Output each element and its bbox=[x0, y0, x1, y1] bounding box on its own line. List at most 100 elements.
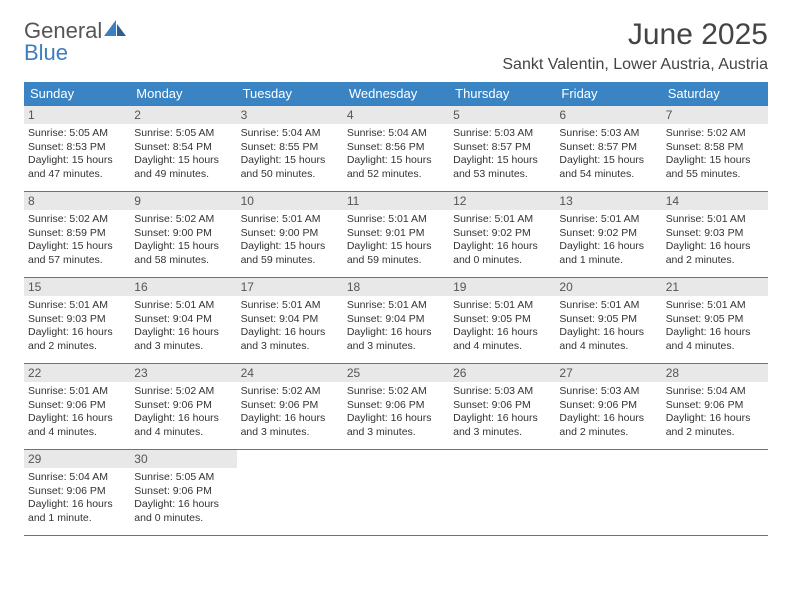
calendar-cell: 23Sunrise: 5:02 AMSunset: 9:06 PMDayligh… bbox=[130, 364, 236, 450]
sunrise-line: Sunrise: 5:01 AM bbox=[241, 213, 339, 227]
day-details: Sunrise: 5:02 AMSunset: 9:06 PMDaylight:… bbox=[241, 385, 339, 440]
weekday-header: Wednesday bbox=[343, 82, 449, 106]
sunset-line: Sunset: 9:00 PM bbox=[241, 227, 339, 241]
day-number: 28 bbox=[662, 364, 768, 382]
daylight-line: Daylight: 16 hours and 3 minutes. bbox=[134, 326, 232, 353]
sunrise-line: Sunrise: 5:04 AM bbox=[666, 385, 764, 399]
daylight-line: Daylight: 16 hours and 2 minutes. bbox=[666, 412, 764, 439]
calendar-cell: 2 Sunrise: 5:05 AMSunset: 8:54 PMDaylight… bbox=[130, 106, 236, 192]
title-block: June 2025 Sankt Valentin, Lower Austria,… bbox=[502, 18, 768, 74]
day-number: 2 bbox=[130, 106, 236, 124]
sunset-line: Sunset: 9:02 PM bbox=[453, 227, 551, 241]
logo: GeneralBlue bbox=[24, 18, 128, 64]
day-number: 7 bbox=[662, 106, 768, 124]
sunset-line: Sunset: 9:05 PM bbox=[666, 313, 764, 327]
daylight-line: Daylight: 16 hours and 2 minutes. bbox=[559, 412, 657, 439]
calendar-cell: 28Sunrise: 5:04 AMSunset: 9:06 PMDayligh… bbox=[662, 364, 768, 450]
day-details: Sunrise: 5:01 AMSunset: 9:05 PMDaylight:… bbox=[666, 299, 764, 354]
calendar-cell: 25Sunrise: 5:02 AMSunset: 9:06 PMDayligh… bbox=[343, 364, 449, 450]
sunrise-line: Sunrise: 5:02 AM bbox=[347, 385, 445, 399]
sunset-line: Sunset: 9:04 PM bbox=[241, 313, 339, 327]
sunrise-line: Sunrise: 5:05 AM bbox=[134, 127, 232, 141]
day-number: 1 bbox=[24, 106, 130, 124]
calendar-cell: 22Sunrise: 5:01 AMSunset: 9:06 PMDayligh… bbox=[24, 364, 130, 450]
day-number: 26 bbox=[449, 364, 555, 382]
sunset-line: Sunset: 8:53 PM bbox=[28, 141, 126, 155]
sunrise-line: Sunrise: 5:05 AM bbox=[134, 471, 232, 485]
day-details: Sunrise: 5:05 AMSunset: 8:53 PMDaylight:… bbox=[28, 127, 126, 182]
day-number: 4 bbox=[343, 106, 449, 124]
daylight-line: Daylight: 16 hours and 0 minutes. bbox=[453, 240, 551, 267]
calendar-cell: 12Sunrise: 5:01 AMSunset: 9:02 PMDayligh… bbox=[449, 192, 555, 278]
day-number: 30 bbox=[130, 450, 236, 468]
day-details: Sunrise: 5:01 AMSunset: 9:05 PMDaylight:… bbox=[453, 299, 551, 354]
daylight-line: Daylight: 15 hours and 49 minutes. bbox=[134, 154, 232, 181]
day-number: 13 bbox=[555, 192, 661, 210]
day-number: 14 bbox=[662, 192, 768, 210]
sunset-line: Sunset: 8:55 PM bbox=[241, 141, 339, 155]
weekday-header: Friday bbox=[555, 82, 661, 106]
calendar-cell: 6Sunrise: 5:03 AMSunset: 8:57 PMDaylight… bbox=[555, 106, 661, 192]
sunset-line: Sunset: 8:57 PM bbox=[559, 141, 657, 155]
calendar-cell: 20Sunrise: 5:01 AMSunset: 9:05 PMDayligh… bbox=[555, 278, 661, 364]
sunrise-line: Sunrise: 5:04 AM bbox=[347, 127, 445, 141]
weekday-header-row: SundayMondayTuesdayWednesdayThursdayFrid… bbox=[24, 82, 768, 106]
day-details: Sunrise: 5:02 AMSunset: 9:06 PMDaylight:… bbox=[134, 385, 232, 440]
day-number: 10 bbox=[237, 192, 343, 210]
calendar-cell bbox=[237, 450, 343, 536]
day-number: 17 bbox=[237, 278, 343, 296]
daylight-line: Daylight: 15 hours and 54 minutes. bbox=[559, 154, 657, 181]
day-details: Sunrise: 5:04 AMSunset: 8:56 PMDaylight:… bbox=[347, 127, 445, 182]
day-number: 29 bbox=[24, 450, 130, 468]
sunrise-line: Sunrise: 5:05 AM bbox=[28, 127, 126, 141]
logo-text: GeneralBlue bbox=[24, 18, 128, 64]
day-details: Sunrise: 5:02 AMSunset: 9:00 PMDaylight:… bbox=[134, 213, 232, 268]
calendar-cell: 8Sunrise: 5:02 AMSunset: 8:59 PMDaylight… bbox=[24, 192, 130, 278]
sunrise-line: Sunrise: 5:03 AM bbox=[559, 127, 657, 141]
daylight-line: Daylight: 15 hours and 55 minutes. bbox=[666, 154, 764, 181]
daylight-line: Daylight: 16 hours and 0 minutes. bbox=[134, 498, 232, 525]
sunrise-line: Sunrise: 5:01 AM bbox=[347, 299, 445, 313]
weekday-header: Sunday bbox=[24, 82, 130, 106]
calendar-cell: 14 Sunrise: 5:01 AMSunset: 9:03 PMDayligh… bbox=[662, 192, 768, 278]
calendar-cell: 16Sunrise: 5:01 AMSunset: 9:04 PMDayligh… bbox=[130, 278, 236, 364]
calendar-cell: 13Sunrise: 5:01 AMSunset: 9:02 PMDayligh… bbox=[555, 192, 661, 278]
day-number: 20 bbox=[555, 278, 661, 296]
day-details: Sunrise: 5:01 AMSunset: 9:03 PMDaylight:… bbox=[666, 213, 764, 268]
calendar-cell: 24Sunrise: 5:02 AMSunset: 9:06 PMDayligh… bbox=[237, 364, 343, 450]
day-number: 3 bbox=[237, 106, 343, 124]
day-number: 11 bbox=[343, 192, 449, 210]
day-details: Sunrise: 5:01 AMSunset: 9:01 PMDaylight:… bbox=[347, 213, 445, 268]
day-number: 15 bbox=[24, 278, 130, 296]
sunrise-line: Sunrise: 5:01 AM bbox=[241, 299, 339, 313]
sunset-line: Sunset: 8:54 PM bbox=[134, 141, 232, 155]
sunset-line: Sunset: 9:06 PM bbox=[453, 399, 551, 413]
sunrise-line: Sunrise: 5:01 AM bbox=[666, 213, 764, 227]
sunrise-line: Sunrise: 5:01 AM bbox=[28, 385, 126, 399]
sunset-line: Sunset: 9:04 PM bbox=[347, 313, 445, 327]
calendar-cell bbox=[343, 450, 449, 536]
calendar-cell: 29Sunrise: 5:04 AMSunset: 9:06 PMDayligh… bbox=[24, 450, 130, 536]
sunrise-line: Sunrise: 5:01 AM bbox=[453, 299, 551, 313]
sunset-line: Sunset: 8:57 PM bbox=[453, 141, 551, 155]
day-number: 18 bbox=[343, 278, 449, 296]
daylight-line: Daylight: 15 hours and 53 minutes. bbox=[453, 154, 551, 181]
daylight-line: Daylight: 16 hours and 4 minutes. bbox=[453, 326, 551, 353]
daylight-line: Daylight: 16 hours and 4 minutes. bbox=[134, 412, 232, 439]
sunrise-line: Sunrise: 5:02 AM bbox=[28, 213, 126, 227]
day-details: Sunrise: 5:04 AMSunset: 8:55 PMDaylight:… bbox=[241, 127, 339, 182]
calendar-cell: 11 Sunrise: 5:01 AMSunset: 9:01 PMDayligh… bbox=[343, 192, 449, 278]
daylight-line: Daylight: 16 hours and 1 minute. bbox=[28, 498, 126, 525]
calendar-cell: 17Sunrise: 5:01 AMSunset: 9:04 PMDayligh… bbox=[237, 278, 343, 364]
calendar-cell: 18Sunrise: 5:01 AMSunset: 9:04 PMDayligh… bbox=[343, 278, 449, 364]
calendar-row: 29Sunrise: 5:04 AMSunset: 9:06 PMDayligh… bbox=[24, 450, 768, 536]
calendar-cell: 30Sunrise: 5:05 AMSunset: 9:06 PMDayligh… bbox=[130, 450, 236, 536]
day-number: 22 bbox=[24, 364, 130, 382]
day-details: Sunrise: 5:01 AMSunset: 9:04 PMDaylight:… bbox=[134, 299, 232, 354]
weekday-header: Thursday bbox=[449, 82, 555, 106]
calendar-cell: 3 Sunrise: 5:04 AMSunset: 8:55 PMDaylight… bbox=[237, 106, 343, 192]
sunrise-line: Sunrise: 5:01 AM bbox=[28, 299, 126, 313]
day-details: Sunrise: 5:02 AMSunset: 8:59 PMDaylight:… bbox=[28, 213, 126, 268]
daylight-line: Daylight: 15 hours and 47 minutes. bbox=[28, 154, 126, 181]
day-number: 12 bbox=[449, 192, 555, 210]
